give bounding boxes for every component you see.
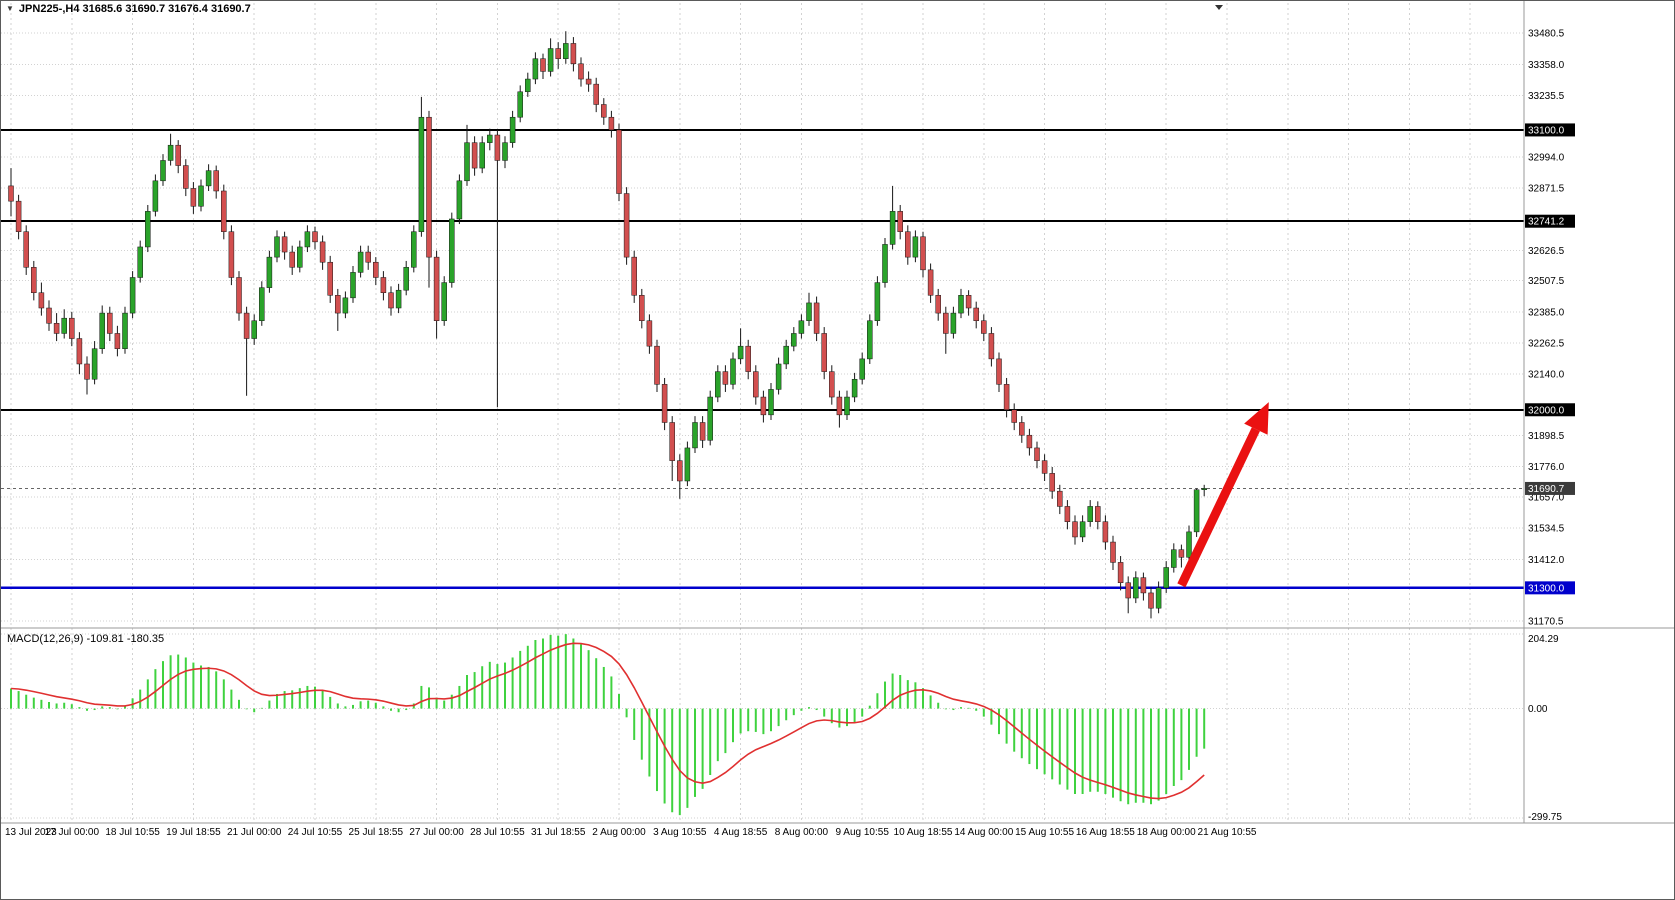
price-tick-label: 33235.5: [1528, 91, 1565, 102]
price-tick-label: 32871.5: [1528, 184, 1565, 195]
macd-axis-min: -299.75: [1528, 812, 1562, 823]
price-tick-label: 31534.5: [1528, 524, 1565, 535]
svg-text:31300.0: 31300.0: [1528, 583, 1565, 594]
svg-text:31690.7: 31690.7: [1528, 484, 1565, 495]
macd-signal-line: [10, 642, 1205, 800]
grid-vertical: [10, 3, 1471, 823]
time-tick-label: 4 Aug 18:55: [714, 827, 768, 838]
price-tick-label: 32626.5: [1528, 246, 1565, 257]
symbol-menu-icon[interactable]: ▼: [6, 4, 14, 13]
price-tick-label: 32385.0: [1528, 307, 1565, 318]
time-tick-label: 31 Jul 18:55: [531, 827, 586, 838]
macd-pane: MACD(12,26,9) -109.81 -180.35 204.29 0.00 -…: [7, 633, 1562, 823]
price-tick-label: 33358.0: [1528, 60, 1565, 71]
time-tick-label: 18 Aug 00:00: [1137, 827, 1196, 838]
time-tick-label: 17 Jul 00:00: [45, 827, 100, 838]
time-tick-label: 19 Jul 18:55: [166, 827, 221, 838]
price-tick-label: 31776.0: [1528, 462, 1565, 473]
time-tick-label: 18 Jul 10:55: [105, 827, 160, 838]
time-tick-label: 16 Aug 18:55: [1076, 827, 1135, 838]
price-badge-33100.0: 33100.0: [1525, 123, 1575, 136]
price-tick-label: 32507.5: [1528, 276, 1565, 287]
grid-horizontal: [1, 32, 1524, 819]
time-tick-label: 13 Jul 2023: [5, 827, 57, 838]
candlesticks: [8, 31, 1207, 619]
price-tick-label: 33480.5: [1528, 29, 1565, 40]
horizontal-levels[interactable]: [1, 128, 1524, 590]
price-badge-32000.0: 32000.0: [1525, 403, 1575, 417]
time-tick-label: 8 Aug 00:00: [775, 827, 829, 838]
price-tick-label: 31898.5: [1528, 431, 1565, 442]
trend-arrow-annotation[interactable]: [1177, 402, 1269, 588]
time-tick-label: 21 Jul 00:00: [227, 827, 282, 838]
price-tick-label: 31657.0: [1528, 493, 1565, 504]
price-tick-label: 32140.0: [1528, 370, 1565, 381]
svg-text:33100.0: 33100.0: [1528, 125, 1565, 136]
chart-header: ▼ JPN225-,H4 31685.6 31690.7 31676.4 316…: [6, 3, 251, 15]
svg-text:32000.0: 32000.0: [1528, 405, 1565, 416]
time-tick-label: 9 Aug 10:55: [836, 827, 890, 838]
time-tick-label: 2 Aug 00:00: [592, 827, 646, 838]
time-tick-label: 14 Aug 00:00: [954, 827, 1013, 838]
current-price-badge: 31690.7: [1525, 481, 1575, 495]
time-tick-label: 3 Aug 10:55: [653, 827, 707, 838]
macd-histogram: [10, 634, 1206, 816]
macd-axis-max: 204.29: [1528, 634, 1559, 645]
svg-text:32741.2: 32741.2: [1528, 217, 1565, 228]
time-tick-label: 28 Jul 10:55: [470, 827, 525, 838]
price-axis[interactable]: 33480.5 33358.0 33235.5 32994.0 32871.5 32626…: [1525, 29, 1575, 628]
price-tick-label: 32994.0: [1528, 152, 1565, 163]
price-tick-label: 31170.5: [1528, 616, 1564, 627]
time-tick-label: 24 Jul 10:55: [288, 827, 343, 838]
time-tick-label: 15 Aug 10:55: [1015, 827, 1074, 838]
price-badge-31300.0: 31300.0: [1525, 581, 1575, 595]
pane-separators[interactable]: [1, 1, 1675, 824]
price-tick-label: 32262.5: [1528, 338, 1565, 349]
price-tick-label: 31412.0: [1528, 555, 1565, 566]
macd-indicator-label: MACD(12,26,9) -109.81 -180.35: [7, 633, 164, 645]
time-tick-label: 27 Jul 00:00: [409, 827, 464, 838]
time-tick-label: 25 Jul 18:55: [349, 827, 404, 838]
time-tick-label: 10 Aug 18:55: [894, 827, 953, 838]
chart-shift-marker-icon[interactable]: [1215, 5, 1223, 10]
macd-axis-zero: 0.00: [1528, 704, 1548, 715]
price-badge-32741.2: 32741.2: [1525, 214, 1575, 228]
chart-title-text: JPN225-,H4 31685.6 31690.7 31676.4 31690…: [18, 3, 251, 15]
time-tick-label: 21 Aug 10:55: [1198, 827, 1257, 838]
